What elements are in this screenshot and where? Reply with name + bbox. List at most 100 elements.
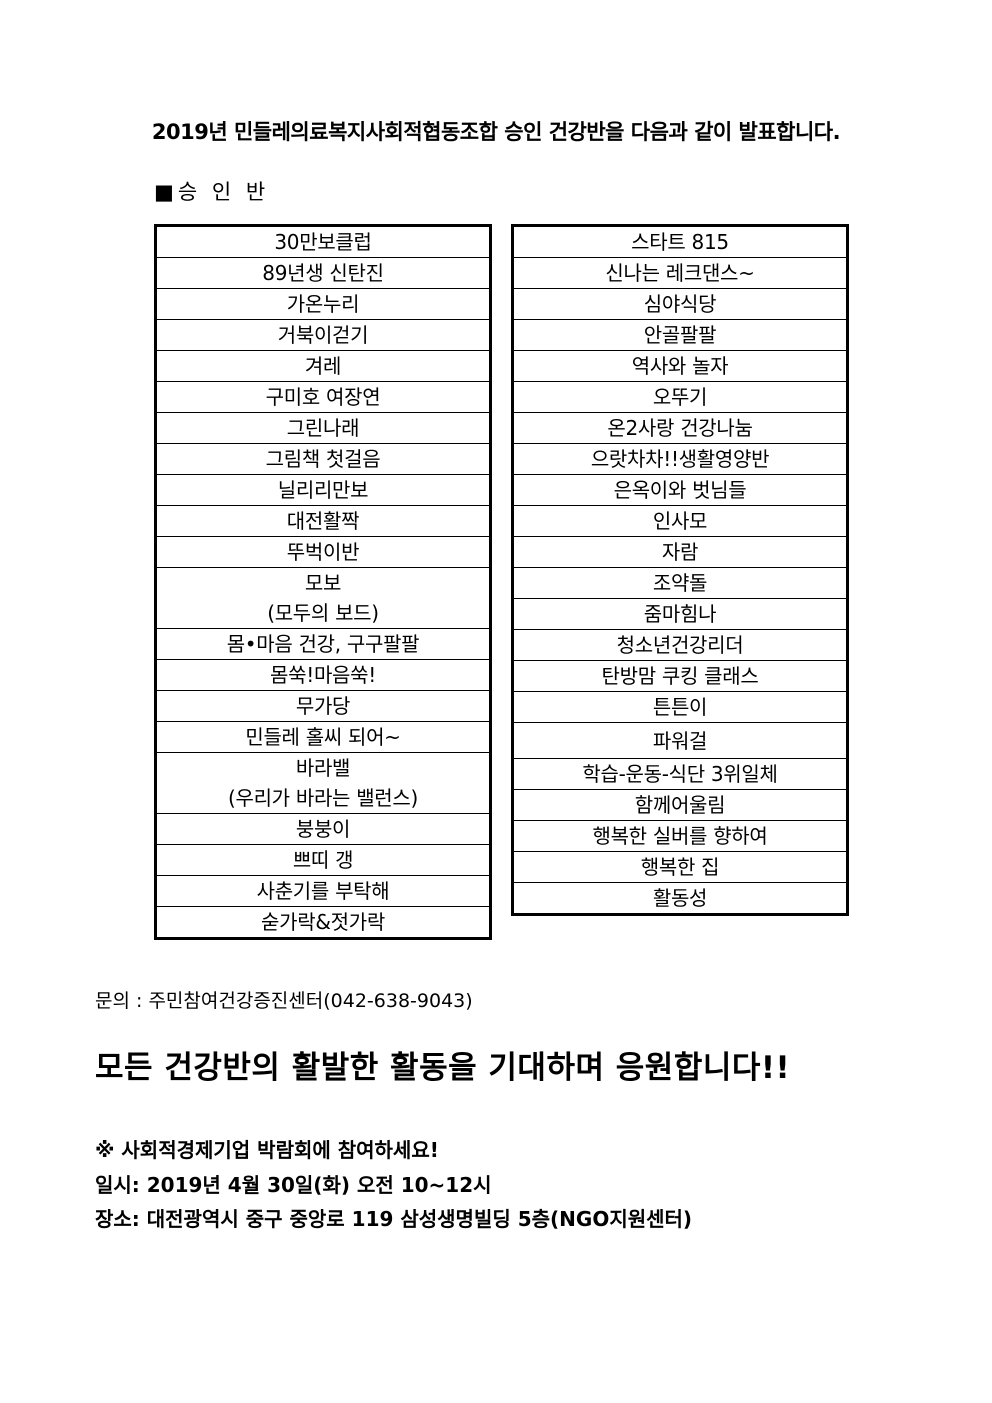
group-name: 청소년건강리더 xyxy=(616,633,744,657)
group-name-cell: 숟가락&젓가락 xyxy=(155,906,491,939)
group-name-cell: 사춘기를 부탁해 xyxy=(155,875,491,907)
table-row: 대전활짝 xyxy=(155,505,491,537)
group-name-cell: 구미호 여장연 xyxy=(155,381,491,413)
group-name-cell: 행복한 집 xyxy=(512,851,848,883)
group-name-cell: 겨레 xyxy=(155,350,491,382)
group-name-cell: 닐리리만보 xyxy=(155,474,491,506)
table-row: 몸•마음 건강, 구구팔팔 xyxy=(155,628,491,660)
table-row: 활동성 xyxy=(512,882,848,915)
group-name: 조약돌 xyxy=(652,571,708,595)
table-row: 몸쑥!마음쑥! xyxy=(155,659,491,691)
group-name-cell: 은옥이와 벗님들 xyxy=(512,474,848,506)
group-name-cell: 30만보클럽 xyxy=(155,225,491,258)
table-row: 89년생 신탄진 xyxy=(155,257,491,289)
group-name-cell: 인사모 xyxy=(512,505,848,537)
group-name: 구미호 여장연 xyxy=(265,385,381,409)
group-name-cell: 으랏차차!!생활영양반 xyxy=(512,443,848,475)
group-name-cell: 탄방맘 쿠킹 클래스 xyxy=(512,660,848,692)
group-name: 89년생 신탄진 xyxy=(262,261,384,285)
group-name-cell: 거북이걷기 xyxy=(155,319,491,351)
group-name: 가온누리 xyxy=(286,292,360,316)
group-name: 겨레 xyxy=(304,354,342,378)
table-row: 오뚜기 xyxy=(512,381,848,413)
group-name: 바라밸 xyxy=(295,756,351,780)
group-name-cell: 89년생 신탄진 xyxy=(155,257,491,289)
table-row: 무가당 xyxy=(155,690,491,722)
group-name: 거북이걷기 xyxy=(277,323,369,347)
group-name: 모보 xyxy=(304,571,342,595)
table-row: 붕붕이 xyxy=(155,813,491,845)
cheer-message: 모든 건강반의 활발한 활동을 기대하며 응원합니다!! xyxy=(95,1050,791,1086)
group-name: 붕붕이 xyxy=(295,817,351,841)
group-name-cell: 모보 (모두의 보드) xyxy=(155,567,491,629)
group-name-cell: 쁘띠 갱 xyxy=(155,844,491,876)
group-name: 30만보클럽 xyxy=(274,230,372,254)
table-row: 겨레 xyxy=(155,350,491,382)
group-name: 자람 xyxy=(661,540,699,564)
group-name: 파워걸 xyxy=(652,728,708,753)
group-name: 스타트 815 xyxy=(631,230,729,254)
group-name-cell: 그린나래 xyxy=(155,412,491,444)
group-name: 민들레 홀씨 되어~ xyxy=(245,725,401,749)
table-row: 사춘기를 부탁해 xyxy=(155,875,491,907)
table-row: 파워걸 xyxy=(512,722,848,759)
table-row: 신나는 레크댄스~ xyxy=(512,257,848,289)
group-name-cell: 무가당 xyxy=(155,690,491,722)
group-name-cell: 파워걸 xyxy=(512,722,848,759)
group-name: 인사모 xyxy=(652,509,708,533)
group-name-cell: 바라밸 (우리가 바라는 밸런스) xyxy=(155,752,491,814)
group-name-cell: 그림책 첫걸음 xyxy=(155,443,491,475)
group-name-cell: 붕붕이 xyxy=(155,813,491,845)
group-name: 역사와 놀자 xyxy=(631,354,729,378)
table-row: 바라밸 (우리가 바라는 밸런스) xyxy=(155,752,491,814)
table-row: 안골팔팔 xyxy=(512,319,848,351)
group-name: 으랏차차!!생활영양반 xyxy=(590,447,770,471)
group-name: 은옥이와 벗님들 xyxy=(613,478,747,502)
group-name-cell: 행복한 실버를 향하여 xyxy=(512,820,848,852)
group-name-cell: 몸•마음 건강, 구구팔팔 xyxy=(155,628,491,660)
group-name-cell: 튼튼이 xyxy=(512,691,848,723)
group-name: 닐리리만보 xyxy=(277,478,369,502)
group-name-cell: 역사와 놀자 xyxy=(512,350,848,382)
group-name: 몸쑥!마음쑥! xyxy=(270,663,376,687)
group-name-cell: 민들레 홀씨 되어~ xyxy=(155,721,491,753)
group-name: 온2사랑 건강나눔 xyxy=(607,416,753,440)
group-name-cell: 조약돌 xyxy=(512,567,848,599)
group-name: 행복한 실버를 향하여 xyxy=(592,824,768,848)
group-name: (모두의 보드) xyxy=(267,601,379,625)
table-row: 청소년건강리더 xyxy=(512,629,848,661)
table-row: 행복한 실버를 향하여 xyxy=(512,820,848,852)
group-name-cell: 함께어울림 xyxy=(512,789,848,821)
group-name: 활동성 xyxy=(652,886,708,910)
group-name-cell: 자람 xyxy=(512,536,848,568)
group-name: 쁘띠 갱 xyxy=(292,848,354,872)
group-name-cell: 대전활짝 xyxy=(155,505,491,537)
group-name: 오뚜기 xyxy=(652,385,708,409)
announcement-title: 2019년 민들레의료복지사회적협동조합 승인 건강반을 다음과 같이 발표합니… xyxy=(151,120,841,144)
table-row: 온2사랑 건강나눔 xyxy=(512,412,848,444)
table-row: 스타트 815 xyxy=(512,225,848,258)
group-name: 사춘기를 부탁해 xyxy=(256,879,390,903)
table-row: 튼튼이 xyxy=(512,691,848,723)
group-name: 몸•마음 건강, 구구팔팔 xyxy=(226,632,420,656)
group-name: 학습-운동-식단 3위일체 xyxy=(582,762,778,786)
table-row: 30만보클럽 xyxy=(155,225,491,258)
group-name: 행복한 집 xyxy=(640,855,720,879)
notice-place: 장소: 대전광역시 중구 중앙로 119 삼성생명빌딩 5층(NGO지원센터) xyxy=(95,1207,693,1231)
table-row: 으랏차차!!생활영양반 xyxy=(512,443,848,475)
group-name-cell: 줌마힘나 xyxy=(512,598,848,630)
group-name-cell: 심야식당 xyxy=(512,288,848,320)
group-name-cell: 뚜벅이반 xyxy=(155,536,491,568)
table-row: 학습-운동-식단 3위일체 xyxy=(512,758,848,790)
table-row: 조약돌 xyxy=(512,567,848,599)
group-name: 무가당 xyxy=(295,694,351,718)
table-row: 구미호 여장연 xyxy=(155,381,491,413)
table-row: 줌마힘나 xyxy=(512,598,848,630)
table-row: 은옥이와 벗님들 xyxy=(512,474,848,506)
group-name: 그린나래 xyxy=(286,416,360,440)
table-row: 행복한 집 xyxy=(512,851,848,883)
group-name: 함께어울림 xyxy=(634,793,726,817)
table-row: 심야식당 xyxy=(512,288,848,320)
group-name-cell: 학습-운동-식단 3위일체 xyxy=(512,758,848,790)
